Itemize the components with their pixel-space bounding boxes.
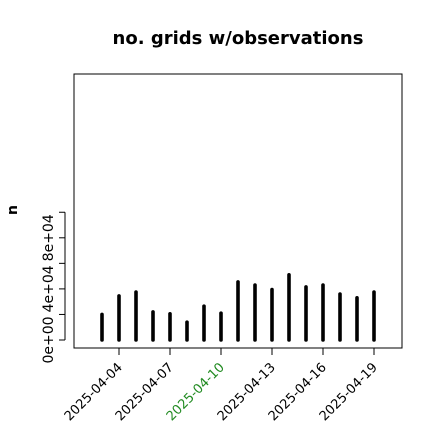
y-tick-label: 0e+00	[41, 316, 57, 363]
y-tick-label: 4e+04	[41, 265, 57, 312]
bars	[100, 273, 376, 342]
x-axis: 2025-04-042025-04-072025-04-102025-04-13…	[62, 347, 381, 424]
y-axis: 0e+00 4e+04 8e+04	[41, 211, 66, 364]
y-axis-label: n	[5, 205, 21, 215]
y-tick-label: 8e+04	[41, 214, 57, 261]
chart-title: no. grids w/observations	[113, 28, 364, 49]
